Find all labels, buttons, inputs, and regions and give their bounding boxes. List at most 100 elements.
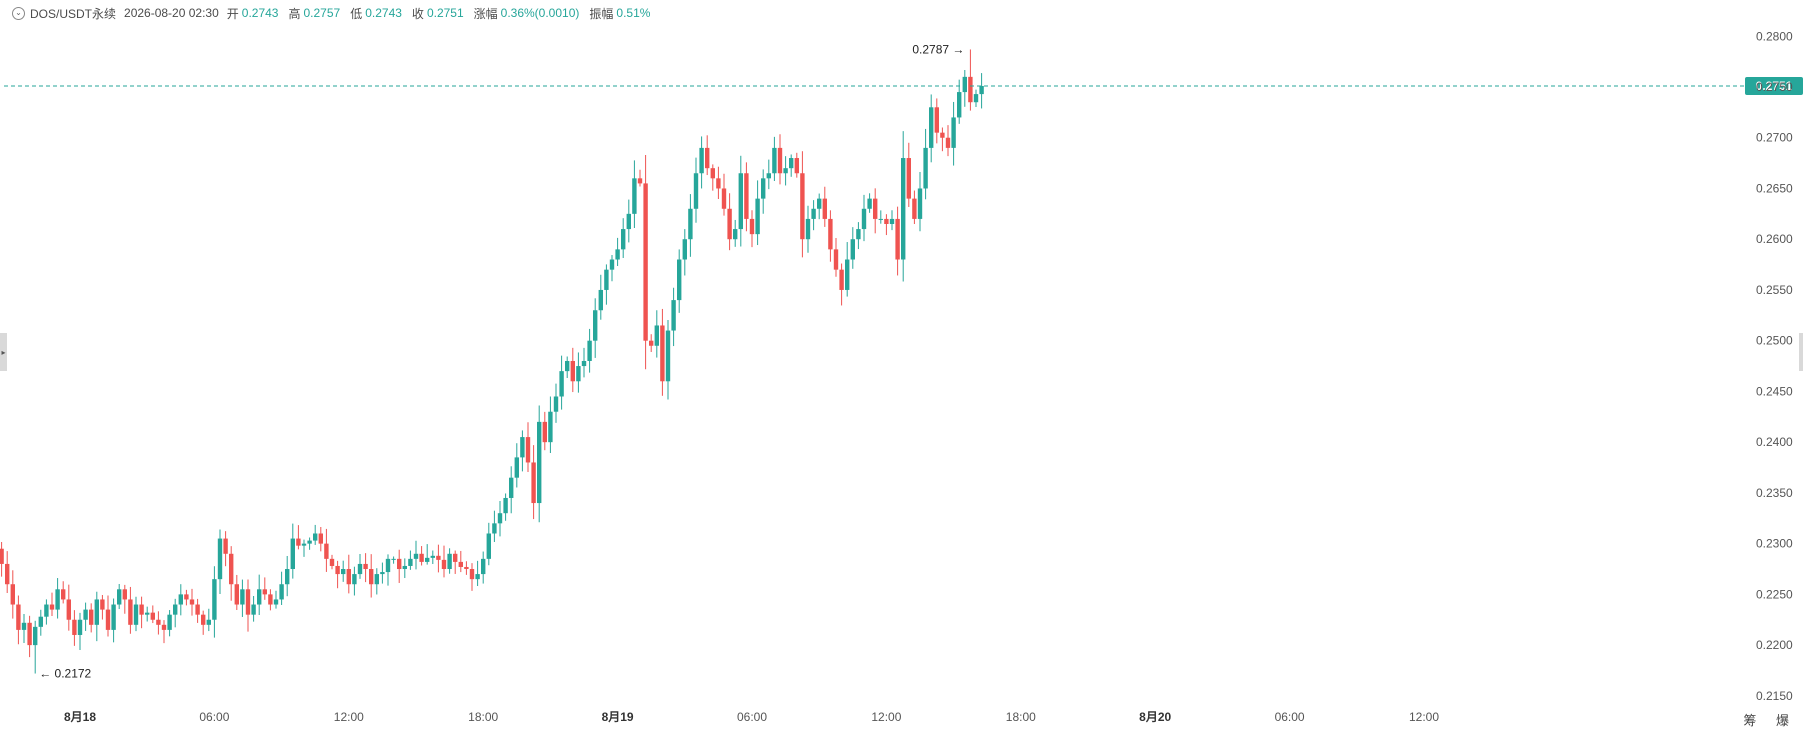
candle[interactable] (721, 173, 727, 216)
candle[interactable] (559, 355, 564, 410)
candle[interactable] (27, 615, 32, 658)
candle[interactable] (441, 545, 447, 578)
candle[interactable] (223, 531, 228, 567)
candle[interactable] (245, 579, 251, 632)
candle[interactable] (492, 510, 497, 542)
candle[interactable] (391, 556, 396, 564)
candle[interactable] (856, 222, 861, 250)
candle[interactable] (206, 608, 211, 632)
candle[interactable] (626, 199, 631, 243)
chevron-down-icon[interactable]: ⌄ (12, 6, 25, 20)
candle[interactable] (934, 98, 939, 144)
candle[interactable] (811, 200, 816, 231)
candle[interactable] (615, 237, 620, 266)
candle[interactable] (699, 136, 704, 189)
candle[interactable] (469, 563, 475, 591)
candle[interactable] (873, 188, 878, 234)
candle[interactable] (139, 596, 144, 629)
candle[interactable] (145, 606, 150, 622)
candle[interactable] (520, 430, 525, 472)
candle[interactable] (133, 596, 139, 632)
candle[interactable] (833, 237, 839, 277)
candle[interactable] (497, 500, 503, 537)
candle[interactable] (83, 602, 88, 631)
candle[interactable] (878, 210, 883, 224)
candle[interactable] (542, 411, 547, 451)
candle[interactable] (430, 550, 435, 564)
candle[interactable] (408, 550, 413, 570)
candle[interactable] (447, 548, 452, 574)
candle[interactable] (951, 101, 956, 166)
candle[interactable] (822, 186, 827, 227)
candle[interactable] (929, 94, 934, 163)
candle[interactable] (509, 466, 514, 514)
candle[interactable] (10, 570, 15, 619)
candle[interactable] (419, 546, 424, 566)
candle[interactable] (413, 540, 419, 570)
candle[interactable] (357, 553, 363, 579)
candle[interactable] (705, 135, 710, 176)
candle[interactable] (912, 190, 917, 225)
candle[interactable] (217, 529, 223, 594)
candle[interactable] (77, 612, 83, 650)
symbol-label[interactable]: DOS/USDT永续 (30, 6, 117, 21)
candle[interactable] (352, 566, 357, 596)
candle[interactable] (548, 396, 553, 454)
candle[interactable] (324, 528, 329, 572)
candle[interactable] (727, 193, 732, 251)
candle[interactable] (693, 157, 699, 223)
candle[interactable] (738, 155, 743, 247)
candle[interactable] (481, 551, 486, 584)
candle[interactable] (889, 210, 895, 231)
candle[interactable] (346, 554, 351, 594)
candle[interactable] (240, 579, 245, 617)
candle[interactable] (817, 193, 822, 220)
candle[interactable] (72, 610, 77, 646)
candle[interactable] (643, 154, 648, 370)
candle[interactable] (660, 308, 665, 396)
candle[interactable] (436, 544, 441, 573)
candle[interactable] (604, 264, 609, 305)
candle[interactable] (189, 588, 195, 616)
candle[interactable] (111, 598, 116, 643)
candle[interactable] (307, 537, 312, 550)
candle[interactable] (313, 524, 318, 545)
candle[interactable] (677, 249, 682, 313)
candle[interactable] (744, 162, 749, 232)
candle[interactable] (251, 596, 256, 622)
candle[interactable] (537, 405, 542, 523)
candle[interactable] (156, 611, 161, 635)
candle[interactable] (979, 73, 984, 109)
candle[interactable] (5, 551, 10, 594)
candle[interactable] (268, 589, 273, 611)
candle[interactable] (845, 242, 850, 297)
candle[interactable] (262, 577, 267, 600)
candle[interactable] (531, 445, 536, 520)
candle[interactable] (839, 263, 844, 306)
candle[interactable] (710, 164, 715, 191)
candle[interactable] (962, 70, 967, 107)
candle[interactable] (55, 578, 60, 619)
candle[interactable] (576, 352, 581, 393)
bottom-tool-icons[interactable]: 筹 爆 (1743, 713, 1797, 728)
candle[interactable] (609, 255, 615, 282)
candle[interactable] (161, 620, 167, 644)
candle[interactable] (425, 544, 430, 565)
candle[interactable] (805, 205, 811, 253)
candle[interactable] (273, 590, 279, 609)
candle[interactable] (279, 571, 284, 605)
candle[interactable] (598, 274, 603, 320)
candle[interactable] (553, 383, 559, 423)
candle[interactable] (397, 549, 402, 583)
candle[interactable] (212, 566, 217, 638)
candle[interactable] (150, 605, 155, 624)
candle[interactable] (100, 594, 105, 620)
candle[interactable] (184, 589, 189, 606)
candle[interactable] (861, 194, 867, 242)
candle[interactable] (973, 89, 979, 108)
candle[interactable] (766, 159, 771, 190)
candle[interactable] (637, 169, 643, 187)
candle[interactable] (621, 218, 626, 258)
candle[interactable] (195, 598, 200, 623)
